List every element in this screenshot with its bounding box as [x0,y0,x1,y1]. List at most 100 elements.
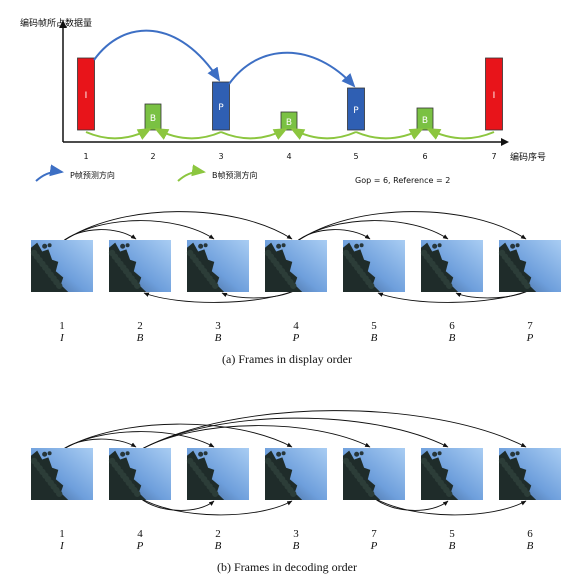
b-prediction-arrow [85,128,152,140]
frame-number-label: 3 [215,320,221,332]
frame-bar-2: B [144,103,162,131]
frame-bar-7: I [485,57,503,131]
reference-arrow [221,289,297,299]
frame-type-label: P [292,332,300,344]
frame-number-label: 6 [527,528,533,540]
frame-number-label: 6 [449,320,455,332]
frame-index-tick: 2 [150,152,155,161]
b-prediction-arrow [290,128,357,140]
frame-1: 1I [30,240,93,344]
frame-type-label: B [215,540,222,552]
frame-thumbnail-image [264,448,327,500]
frame-bar-rect [144,103,162,131]
reference-arrow [373,497,527,516]
frame-6: 6B [420,240,483,344]
frame-bar-4: B [280,111,298,131]
reference-arrow [139,497,293,516]
frame-type-label: I [59,332,65,344]
frame-6: 6B [498,448,561,552]
frame-number-label: 2 [215,528,221,540]
frame-thumbnail-image [342,448,405,500]
frame-bar-rect [485,57,503,131]
p-prediction-arrow [93,29,221,82]
frame-size-chart: 编码帧所占数据量 编码序号 I B P B P B I 1 2 3 4 5 6 7 P帧预测方向 B帧预… [20,17,546,185]
frame-number-label: 1 [59,528,65,540]
frame-type-label: P [370,540,378,552]
frame-number-label: 7 [527,320,533,332]
b-prediction-arrow [220,128,288,140]
frame-index-tick: 6 [422,152,427,161]
reference-arrow [139,417,449,451]
frame-thumbnail-image [108,240,171,292]
frame-bar-type: I [85,91,88,101]
frame-bar-rect [212,81,230,131]
frame-type-label: B [449,540,456,552]
frame-number-label: 7 [371,528,377,540]
frame-thumbnail-image [342,240,405,292]
b-prediction-arrow [355,128,424,140]
frame-5: 5B [420,448,483,552]
frame-7: 7P [342,448,405,552]
b-direction-legend-label: B帧预测方向 [212,170,258,180]
frame-type-label: P [526,332,534,344]
frame-index-tick: 1 [83,152,88,161]
reference-arrow [295,211,527,243]
reference-arrow [455,289,531,299]
frame-bar-rect [416,107,434,131]
frame-2: 2B [108,240,171,344]
x-axis-arrow-icon [501,138,509,146]
reference-arrow [139,497,215,511]
gop-reference-note: Gop = 6, Reference = 2 [355,176,450,185]
frame-index-tick: 7 [491,152,496,161]
frame-number-label: 4 [137,528,143,540]
frame-bar-rect [347,87,365,131]
x-axis-label: 编码序号 [510,151,546,163]
frame-number-label: 1 [59,320,65,332]
frame-thumbnail-image [186,240,249,292]
frame-3: 3B [264,448,327,552]
frame-type-label: B [527,540,534,552]
b-prediction-arrow [154,128,222,140]
frame-type-label: B [449,332,456,344]
frame-thumbnail-image [264,240,327,292]
frame-thumbnail-image [186,448,249,500]
reference-arrow [139,425,371,451]
frame-4: 4P [108,448,171,552]
display-order-caption: (a) Frames in display order [222,352,352,366]
frame-type-label: I [59,540,65,552]
b-prediction-arrow [426,128,495,140]
frame-3: 3B [186,240,249,344]
y-axis-label: 编码帧所占数据量 [20,17,92,29]
y-axis-arrow-icon [59,20,67,28]
frame-thumbnail-image [498,448,561,500]
reference-arrow [373,497,449,511]
frame-bar-1: I [77,57,95,131]
frame-number-label: 5 [449,528,455,540]
b-direction-legend-arrow-icon [177,164,206,182]
frame-bar-3: P [212,81,230,131]
frame-number-label: 2 [137,320,143,332]
reference-arrow [61,423,293,451]
frame-index-tick: 4 [286,152,291,161]
frame-type-label: B [371,332,378,344]
frame-1: 1I [30,448,93,552]
reference-arrow [139,410,527,451]
p-direction-legend-label: P帧预测方向 [70,170,115,180]
frame-type-label: B [293,540,300,552]
p-direction-legend-arrow-icon [35,164,64,182]
frame-bar-6: B [416,107,434,131]
p-prediction-arrow [228,51,356,88]
frame-thumbnail-image [498,240,561,292]
frame-bar-type: B [422,116,428,126]
reference-arrow [61,211,293,243]
frame-bar-type: B [286,118,292,128]
frame-thumbnail-image [30,240,93,292]
frame-2: 2B [186,448,249,552]
frame-4: 4P [264,240,327,344]
frame-bar-rect [280,111,298,131]
frame-bar-type: I [493,91,496,101]
frame-number-label: 4 [293,320,299,332]
